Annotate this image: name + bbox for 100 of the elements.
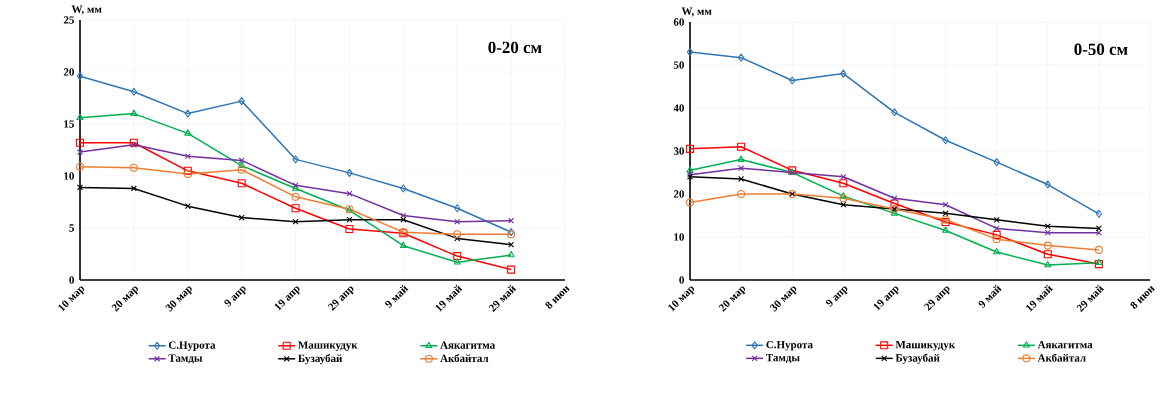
y-tick-label: 10	[674, 233, 684, 241]
point	[1043, 241, 1052, 250]
y-tick-label: 25	[63, 16, 74, 24]
point	[839, 194, 848, 203]
point	[1044, 260, 1052, 268]
point	[346, 216, 353, 223]
point	[184, 129, 192, 136]
point	[76, 184, 84, 191]
x-tick-label: 10 мар	[58, 286, 85, 312]
y-tick-label: 5	[69, 224, 74, 232]
legend-label: Аякагитма	[440, 341, 495, 349]
x-tick-label: 9 апр	[224, 286, 247, 307]
point	[399, 241, 407, 248]
y-tick-label: 0	[69, 276, 74, 284]
point	[184, 203, 191, 210]
point	[76, 113, 84, 121]
point	[453, 230, 462, 239]
y-tick-label: 15	[64, 120, 74, 128]
point	[737, 142, 746, 151]
point	[75, 162, 85, 171]
legend-label: Тамды	[766, 354, 800, 364]
y-tick-label: 50	[673, 61, 684, 69]
point	[942, 201, 949, 208]
point	[291, 204, 300, 213]
x-tick-label: 29 апр	[924, 286, 951, 311]
x-tick-label: 8 июн	[545, 285, 570, 309]
point	[1044, 180, 1051, 189]
point	[992, 230, 1001, 239]
annotation: 0-20 см	[488, 41, 542, 54]
legend-label: Акбайтал	[440, 354, 489, 363]
point	[345, 225, 354, 234]
annotation: 0-50 см	[1074, 43, 1128, 56]
point	[453, 258, 461, 265]
point	[840, 173, 847, 180]
legend-label: Тамды	[168, 354, 203, 364]
point	[292, 218, 299, 225]
point	[891, 108, 898, 117]
legend-label: Машикудук	[895, 340, 956, 351]
legend-label: Бузаубай	[298, 354, 343, 365]
point	[686, 166, 694, 173]
legend-label: Машикудук	[298, 341, 358, 351]
x-tick-label: 19 апр	[274, 286, 301, 311]
legend-label: С.Нурота	[168, 341, 216, 351]
point	[840, 201, 847, 208]
point	[508, 241, 515, 248]
x-tick-label: 9 апр	[826, 286, 848, 307]
point	[993, 216, 1000, 223]
point	[942, 226, 950, 233]
legend-label: С.Нурота	[766, 340, 813, 351]
y-tick-label: 10	[64, 172, 74, 180]
point	[346, 168, 353, 177]
point	[292, 155, 299, 164]
point	[184, 109, 191, 118]
point	[453, 252, 462, 261]
point	[738, 165, 745, 172]
x-tick-label: 20 мар	[718, 286, 746, 312]
point	[508, 217, 515, 224]
x-tick-label: 30 мар	[769, 286, 797, 312]
point	[942, 210, 949, 217]
point	[840, 69, 847, 78]
y-tick-label: 30	[673, 147, 684, 155]
point	[992, 235, 1001, 244]
point	[839, 192, 847, 199]
point	[238, 214, 245, 221]
point	[1043, 250, 1052, 259]
point	[1095, 229, 1102, 236]
point	[890, 199, 899, 208]
point	[76, 72, 84, 81]
point	[130, 185, 137, 192]
y-axis-title: W, мм	[681, 7, 712, 17]
x-tick-label: 10 мар	[668, 286, 695, 312]
point	[130, 109, 138, 116]
point	[685, 144, 695, 153]
point	[737, 189, 746, 199]
point	[454, 204, 461, 213]
point	[400, 184, 407, 193]
point	[789, 76, 796, 85]
y-tick-label: 60	[673, 18, 684, 26]
y-tick-label: 20	[673, 190, 684, 198]
point	[507, 251, 515, 258]
y-axis-title: W, мм	[71, 5, 102, 15]
point	[839, 179, 848, 188]
point	[291, 192, 300, 201]
point	[1094, 245, 1103, 254]
point	[238, 161, 246, 168]
point	[737, 53, 745, 62]
legend-label: Бузаубай	[895, 353, 940, 364]
point	[75, 138, 85, 147]
point	[686, 48, 694, 57]
point	[238, 97, 245, 106]
point	[993, 158, 1000, 167]
point	[237, 165, 246, 174]
point	[346, 190, 353, 197]
point	[400, 212, 407, 219]
point	[130, 87, 138, 96]
point	[237, 179, 246, 188]
y-tick-label: 0	[679, 276, 684, 284]
legend-label: Акбайтал	[1037, 353, 1086, 362]
point	[891, 195, 898, 202]
x-tick-label: 19 апр	[873, 286, 900, 311]
